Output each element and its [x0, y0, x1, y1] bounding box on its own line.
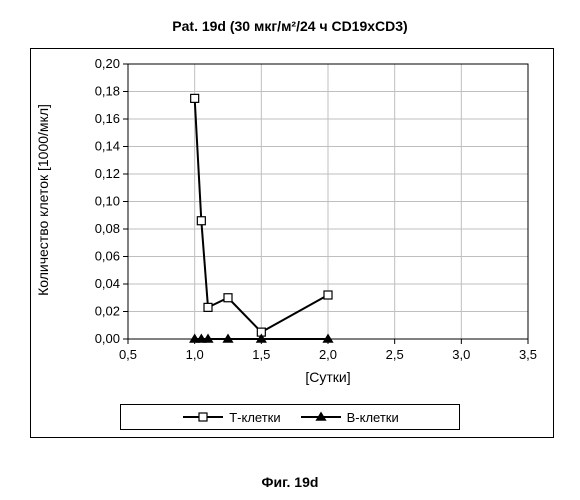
svg-text:1,5: 1,5: [252, 347, 270, 362]
legend-item-t: Т-клетки: [181, 409, 280, 425]
x-axis-label: [Сутки]: [128, 369, 528, 385]
y-axis-label: Количество клеток [1000/мкл]: [35, 70, 51, 330]
svg-text:0,5: 0,5: [119, 347, 137, 362]
legend-item-b: В-клетки: [299, 409, 399, 425]
svg-text:3,5: 3,5: [519, 347, 537, 362]
legend-symbol-b: [299, 409, 343, 425]
svg-text:0,00: 0,00: [95, 331, 120, 346]
legend-label-t: Т-клетки: [229, 410, 280, 425]
svg-text:0,04: 0,04: [95, 276, 120, 291]
svg-text:0,20: 0,20: [95, 56, 120, 71]
svg-text:0,14: 0,14: [95, 139, 120, 154]
legend: Т-клетки В-клетки: [120, 404, 460, 430]
legend-label-b: В-клетки: [347, 410, 399, 425]
svg-text:0,12: 0,12: [95, 166, 120, 181]
figure-caption: Фиг. 19d: [0, 474, 580, 490]
legend-symbol-t: [181, 409, 225, 425]
svg-text:0,16: 0,16: [95, 111, 120, 126]
svg-text:1,0: 1,0: [186, 347, 204, 362]
svg-text:0,02: 0,02: [95, 304, 120, 319]
svg-text:3,0: 3,0: [452, 347, 470, 362]
svg-text:0,06: 0,06: [95, 249, 120, 264]
svg-text:0,08: 0,08: [95, 221, 120, 236]
svg-text:2,0: 2,0: [319, 347, 337, 362]
svg-text:0,10: 0,10: [95, 194, 120, 209]
svg-text:0,18: 0,18: [95, 84, 120, 99]
svg-text:2,5: 2,5: [386, 347, 404, 362]
